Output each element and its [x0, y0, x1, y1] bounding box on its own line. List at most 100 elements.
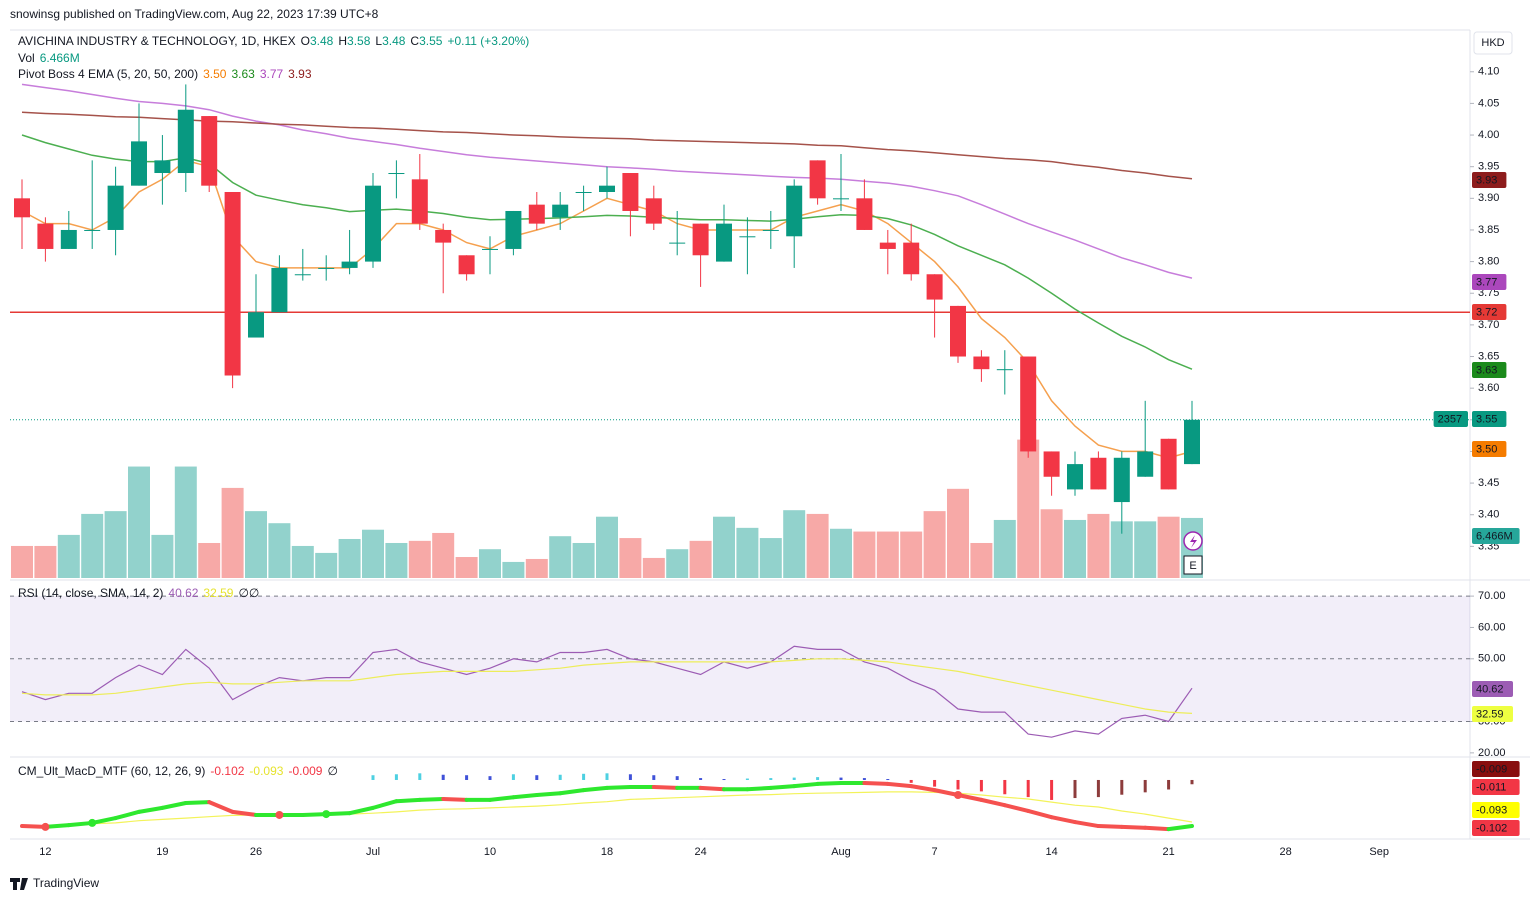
legend-item: 6.466M [40, 51, 80, 65]
volume-bar [853, 531, 876, 578]
cross-dot [322, 810, 331, 819]
footer-logo [10, 878, 28, 890]
histogram-bar [979, 779, 983, 792]
candle-body [154, 160, 171, 174]
candle-body [903, 242, 920, 275]
macd-segment [347, 805, 375, 816]
y-tick-label: 3.85 [1478, 224, 1499, 236]
volume-bar [338, 538, 361, 578]
candle-body [1184, 419, 1200, 465]
candle-body [1020, 356, 1037, 452]
price-badge-label: 3.63 [1476, 364, 1497, 376]
volume-bar [502, 561, 525, 578]
candle-body [1090, 457, 1107, 490]
volume-bar [876, 531, 899, 578]
candle-body [973, 356, 990, 370]
volume-bar [221, 487, 244, 578]
candle-body [505, 210, 522, 249]
histogram-bar [652, 775, 656, 780]
volume-bar [1040, 509, 1063, 578]
y-tick-label: 3.90 [1478, 192, 1499, 204]
x-tick-label: 28 [1279, 846, 1291, 858]
currency-button[interactable] [1473, 31, 1513, 55]
x-tick-label: 7 [932, 846, 938, 858]
macd-segment [558, 788, 586, 796]
macd-segment [1166, 824, 1194, 832]
candle-body [388, 173, 405, 175]
volume-bar [198, 542, 221, 578]
price-badge-label: -0.102 [1476, 822, 1507, 834]
signal-line [21, 791, 1193, 827]
x-tick-label: 10 [484, 846, 496, 858]
y-tick-label: 60.00 [1478, 621, 1506, 633]
y-tick-label: 4.10 [1478, 66, 1499, 78]
histogram-bar [909, 779, 913, 783]
histogram-bar [535, 775, 539, 780]
histogram-bar [675, 776, 679, 780]
volume-bar [830, 528, 852, 578]
legend-item: H [338, 34, 347, 48]
x-tick-label: 24 [694, 846, 706, 858]
macd-segment [488, 795, 516, 802]
price-badge-label: -0.009 [1476, 763, 1507, 775]
macd-segment [1143, 825, 1171, 832]
macd-segment [581, 785, 609, 793]
legend-item: 3.55 [419, 34, 443, 48]
volume-bar [993, 519, 1016, 578]
legend-item: C [410, 34, 419, 48]
legend-item: 3.50 [203, 67, 227, 81]
volume-bar [174, 466, 197, 578]
candle-body [645, 198, 662, 224]
volume-bar [1157, 516, 1180, 578]
y-tick-label: 70.00 [1478, 590, 1506, 602]
macd-segment [534, 791, 563, 798]
histogram-bar [839, 777, 843, 780]
macd-segment [979, 797, 1007, 808]
macd-segment [605, 785, 633, 790]
macd-segment [183, 800, 212, 805]
y-tick-label: 3.60 [1478, 382, 1499, 394]
histogram-bar [816, 777, 820, 780]
y-tick-label: 50.00 [1478, 653, 1506, 665]
candle-body [60, 229, 77, 249]
volume-bar [947, 488, 969, 578]
candle-body [1160, 438, 1177, 490]
candle-body [622, 173, 639, 211]
macd-segment [1073, 820, 1101, 829]
volume-bar [525, 558, 548, 578]
macd-segment [511, 793, 539, 800]
candle-body [1113, 457, 1130, 503]
legend-item: RSI (14, close, SMA, 14, 2) [18, 586, 163, 600]
volume-bar [970, 542, 993, 578]
price-badge-label: 40.62 [1476, 683, 1504, 695]
legend: AVICHINA INDUSTRY & TECHNOLOGY, 1D, HKEX… [18, 34, 529, 48]
cross-dot [88, 818, 97, 827]
price-badge-label: 3.72 [1476, 306, 1497, 318]
candle-body [37, 223, 54, 249]
earnings-icon[interactable] [1183, 555, 1203, 575]
legend-item: AVICHINA INDUSTRY & TECHNOLOGY, 1D, HKEX [18, 34, 296, 48]
volume-bar [408, 540, 431, 578]
price-badge-label: 32.59 [1476, 708, 1504, 720]
volume-bar [1017, 439, 1040, 578]
volume-bar [900, 531, 923, 578]
macd-segment [394, 797, 422, 804]
legend-item: 3.93 [288, 67, 312, 81]
candle-body [856, 198, 873, 230]
volume-bar [362, 529, 384, 578]
cross-dot [275, 810, 284, 819]
volume-bar [479, 549, 501, 578]
volume-bar [128, 466, 150, 578]
macd-segment [698, 785, 726, 792]
y-tick-label: 4.05 [1478, 97, 1499, 109]
volume-bar [642, 557, 665, 578]
price-badge-label: 3.55 [1476, 413, 1497, 425]
volume-bar [11, 545, 33, 578]
macd-segment [1002, 803, 1031, 813]
y-tick-label: 3.80 [1478, 256, 1499, 268]
rsi-line [21, 658, 1193, 714]
histogram-bar [558, 774, 562, 780]
price-badge-label: 2357 [1438, 413, 1462, 425]
